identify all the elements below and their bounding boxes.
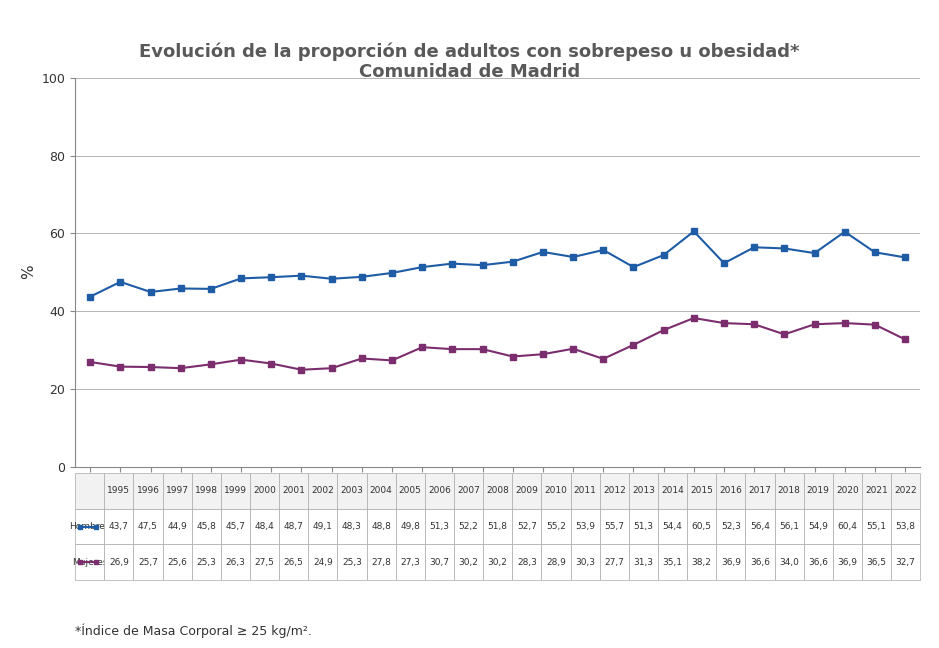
Mujeres: [688, 314, 700, 322]
Mujeres: [748, 320, 760, 328]
Line: Hombres: Hombres: [87, 228, 908, 300]
Mujeres: [356, 354, 367, 362]
Hombres: [839, 228, 851, 236]
Hombres: [537, 248, 548, 256]
Hombres: [387, 269, 398, 277]
Mujeres: [870, 321, 881, 329]
Hombres: [900, 253, 911, 261]
Hombres: [778, 244, 790, 252]
Text: Evolución de la proporción de adultos con sobrepeso u obesidad*
Comunidad de Mad: Evolución de la proporción de adultos co…: [139, 42, 800, 82]
Mujeres: [507, 353, 518, 360]
Mujeres: [266, 360, 277, 367]
Hombres: [356, 273, 367, 281]
Mujeres: [417, 343, 428, 351]
Hombres: [115, 278, 126, 286]
Mujeres: [778, 330, 790, 338]
Hombres: [447, 260, 458, 268]
Hombres: [266, 273, 277, 281]
Hombres: [296, 272, 307, 279]
Hombres: [688, 227, 700, 235]
Mujeres: [296, 366, 307, 374]
Mujeres: [85, 358, 96, 366]
Mujeres: [176, 364, 187, 372]
Mujeres: [326, 364, 337, 372]
Hombres: [718, 259, 730, 267]
Hombres: [658, 251, 670, 259]
Hombres: [236, 275, 247, 283]
Mujeres: [447, 345, 458, 353]
Hombres: [326, 275, 337, 283]
Hombres: [206, 285, 217, 293]
Hombres: [176, 284, 187, 292]
Hombres: [477, 261, 488, 269]
Hombres: [85, 293, 96, 301]
Text: *Índice de Masa Corporal ≥ 25 kg/m².: *Índice de Masa Corporal ≥ 25 kg/m².: [75, 624, 312, 638]
Mujeres: [658, 326, 670, 334]
Hombres: [145, 288, 156, 296]
Mujeres: [115, 363, 126, 371]
Hombres: [809, 249, 821, 257]
Hombres: [417, 263, 428, 271]
Mujeres: [567, 345, 578, 353]
Hombres: [870, 248, 881, 256]
Mujeres: [145, 363, 156, 371]
Mujeres: [206, 360, 217, 368]
Mujeres: [477, 345, 488, 353]
Mujeres: [387, 356, 398, 364]
Hombres: [567, 253, 578, 261]
Hombres: [628, 263, 639, 271]
Mujeres: [718, 319, 730, 327]
Mujeres: [628, 341, 639, 349]
Mujeres: [809, 320, 821, 328]
Y-axis label: %: %: [21, 265, 36, 279]
Line: Mujeres: Mujeres: [87, 315, 908, 373]
Mujeres: [537, 351, 548, 358]
Hombres: [507, 258, 518, 266]
Mujeres: [900, 336, 911, 343]
Hombres: [598, 246, 609, 254]
Mujeres: [598, 355, 609, 363]
Mujeres: [839, 319, 851, 327]
Hombres: [748, 244, 760, 251]
Mujeres: [236, 356, 247, 364]
